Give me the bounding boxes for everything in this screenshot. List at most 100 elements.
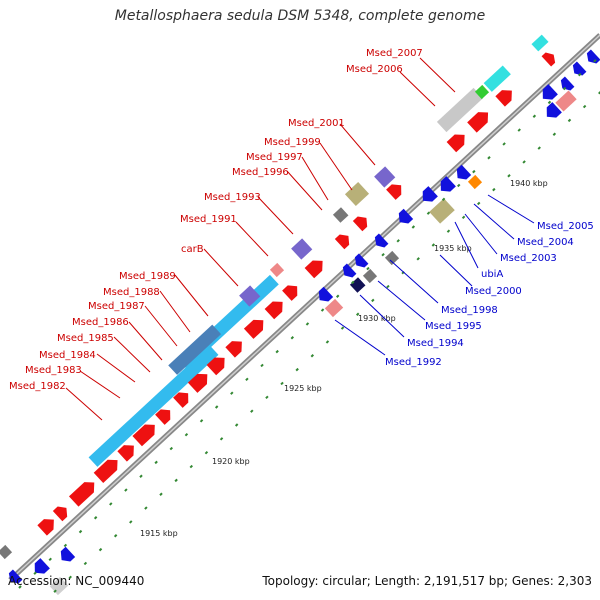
label-msed-1984: Msed_1984: [39, 350, 96, 361]
forward-gene-7: [173, 392, 189, 408]
tick-mark: [351, 280, 355, 285]
tick-mark-outer: [159, 492, 163, 496]
olive-gene: [344, 182, 370, 206]
forward-gene-11: [243, 319, 264, 339]
forward-gene-6: [155, 409, 171, 425]
tick-mark-outer: [431, 243, 436, 247]
forward-gene-18: [446, 134, 465, 153]
tick-mark: [320, 308, 325, 312]
tick-mark: [593, 59, 597, 63]
map-title: Metallosphaera sedula DSM 5348, complete…: [114, 8, 486, 24]
forward-gene-13: [282, 285, 298, 301]
red-gene-labels: Msed_2007 Msed_2006 Msed_2001 Msed_1999 …: [9, 48, 456, 421]
reverse-gene-12: [546, 102, 562, 118]
tick-mark: [109, 502, 113, 506]
forward-gene-5: [132, 424, 155, 447]
purple-gene-3: [239, 285, 261, 307]
tick-mark: [230, 391, 234, 395]
label-msed-1999: Msed_1999: [264, 137, 321, 148]
tick-mark-outer: [507, 174, 511, 178]
tick-mark-outer: [371, 298, 375, 303]
tick-mark-outer: [98, 547, 103, 552]
label-msed-2004: Msed_2004: [517, 237, 574, 248]
tick-mark: [169, 446, 173, 451]
tick-mark-outer: [537, 146, 541, 150]
label-msed-1997: Msed_1997: [246, 152, 303, 163]
tick-mark: [33, 571, 37, 575]
label-msed-1988: Msed_1988: [103, 287, 160, 298]
tick-mark: [139, 474, 143, 478]
tick-mark: [260, 363, 264, 368]
cyan-block-top: [483, 65, 511, 92]
tick-mark-outer: [477, 201, 481, 206]
tick-mark: [245, 377, 249, 382]
label-msed-1994: Msed_1994: [407, 338, 464, 349]
tick-mark: [502, 142, 506, 146]
reverse-genes: [8, 49, 600, 584]
tick-mark: [381, 252, 385, 257]
forward-gene-1: [52, 506, 68, 522]
tick-mark: [487, 156, 491, 160]
reverse-gene-13: [560, 76, 575, 91]
tick-mark: [426, 211, 431, 215]
cyan-gene-small: [531, 34, 549, 52]
tick-mark: [48, 557, 52, 562]
tick-mark: [78, 529, 83, 534]
tick-mark-outer: [174, 478, 178, 483]
tick-mark-outer: [310, 354, 315, 358]
tick-mark: [366, 266, 370, 271]
tick-mark-outer: [567, 118, 572, 123]
tick-mark: [562, 86, 567, 91]
steel-block: [168, 324, 222, 375]
tick-mark: [411, 225, 416, 229]
forward-gene-10: [225, 341, 242, 358]
forward-genes: [37, 52, 556, 536]
genome-backbone-highlight: [9, 34, 600, 581]
tick-mark-outer: [325, 340, 330, 344]
tick-mark: [184, 432, 189, 437]
tick-mark: [63, 543, 68, 548]
tick-mark-outer: [386, 284, 390, 289]
scale-labels: 1915 kbp 1920 kbp 1925 kbp 1930 kbp 1935…: [140, 179, 548, 538]
tick-mark: [517, 128, 521, 132]
label-msed-1998: Msed_1998: [441, 305, 498, 316]
gray-block-top: [436, 87, 484, 133]
tick-mark-outer: [144, 506, 148, 510]
gray-gene-3: [362, 268, 378, 284]
tick-mark-outer: [552, 132, 557, 136]
forward-gene-9: [206, 357, 225, 376]
tick-mark: [290, 336, 295, 340]
label-msed-1992: Msed_1992: [385, 357, 442, 368]
forward-gene-21: [541, 52, 556, 67]
label-msed-1982: Msed_1982: [9, 381, 66, 392]
label-msed-1995: Msed_1995: [425, 321, 482, 332]
tick-mark-outer: [189, 464, 193, 469]
reverse-gene-14: [572, 61, 587, 76]
blue-gene-labels: Msed_2005 Msed_2004 Msed_2003 ubiA Msed_…: [334, 194, 594, 368]
label-msed-1986: Msed_1986: [72, 317, 129, 328]
pink-gene-3: [269, 262, 285, 278]
tick-mark-outer: [129, 520, 133, 524]
reverse-gene-15: [586, 49, 600, 64]
tick-mark-outer: [219, 437, 224, 441]
reverse-gene-8: [422, 186, 438, 202]
scale-label-1930: 1930 kbp: [358, 314, 396, 323]
tick-mark: [335, 294, 340, 298]
reverse-gene-9: [440, 176, 456, 192]
purple-gene-2: [291, 238, 313, 260]
forward-gene-15: [334, 234, 350, 250]
forward-gene-20: [495, 90, 512, 107]
forward-gene-12: [264, 301, 283, 320]
scale-label-1925: 1925 kbp: [284, 384, 322, 393]
label-msed-2001: Msed_2001: [288, 118, 345, 129]
label-msed-1993: Msed_1993: [204, 192, 261, 203]
reverse-gene-4: [342, 263, 357, 278]
tick-mark: [154, 460, 158, 465]
tick-mark: [578, 72, 582, 77]
forward-gene-14: [304, 260, 323, 279]
reverse-gene-1: [34, 558, 50, 574]
reverse-gene-2: [60, 546, 76, 562]
label-msed-2005: Msed_2005: [537, 221, 594, 232]
tick-mark: [18, 585, 22, 589]
